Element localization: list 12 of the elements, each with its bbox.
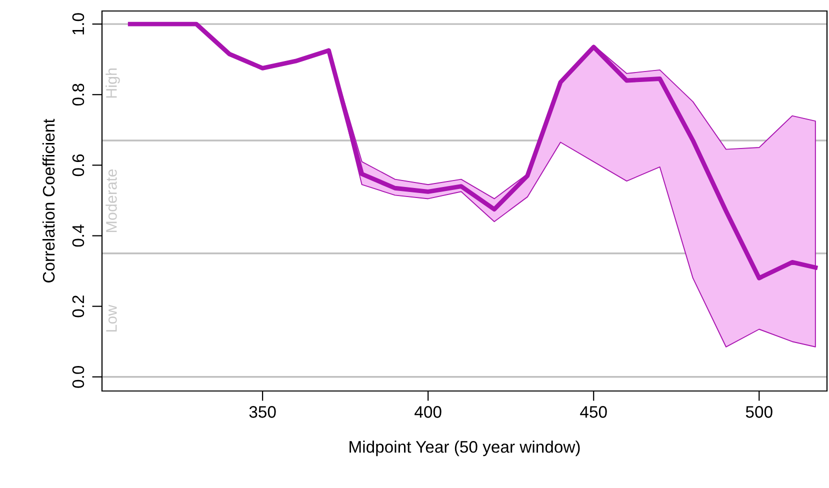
y-axis-title: Correlation Coefficient xyxy=(42,118,55,282)
x-tick-label: 450 xyxy=(580,406,607,418)
y-tick-label: 1.0 xyxy=(72,13,84,34)
x-axis-title: Midpoint Year (50 year window) xyxy=(350,440,580,456)
y-tick-label: 0.4 xyxy=(72,224,84,247)
y-tick-label: 0.2 xyxy=(72,296,84,318)
y-tick-label: 0.8 xyxy=(72,84,84,106)
y-tick-label: 0.0 xyxy=(72,366,84,388)
x-tick-label: 500 xyxy=(746,406,772,418)
y-tick-label: 0.6 xyxy=(72,154,84,176)
x-tick-label: 350 xyxy=(249,406,276,418)
x-tick-label: 400 xyxy=(414,406,442,418)
